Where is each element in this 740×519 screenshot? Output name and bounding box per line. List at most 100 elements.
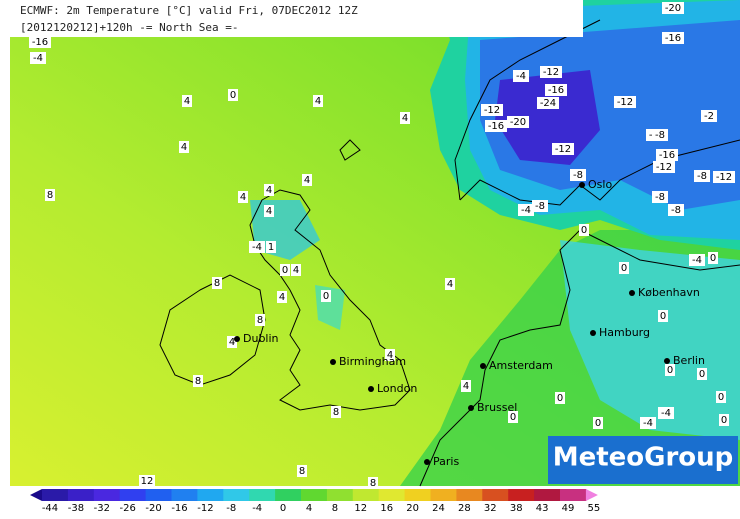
- colorbar-tick-label: 4: [306, 503, 312, 514]
- contour-label-box: [570, 169, 586, 181]
- colorbar-tick-label: 32: [484, 503, 497, 514]
- contour-label: 8: [257, 315, 263, 326]
- colorbar-tick-label: -12: [197, 503, 213, 514]
- contour-label: -24: [540, 98, 556, 109]
- contour-label: -12: [484, 105, 500, 116]
- colorbar-segment: [560, 489, 587, 501]
- contour-label: 0: [230, 90, 236, 101]
- city-dot: [368, 386, 374, 392]
- colorbar-segment: [534, 489, 561, 501]
- contour-label-box: [640, 417, 656, 429]
- contour-label: 0: [718, 392, 724, 403]
- colorbar-tick-label: 0: [280, 503, 286, 514]
- contour-label-box: [227, 336, 237, 348]
- logo-box: [548, 436, 738, 484]
- colorbar-tick-label: 49: [562, 503, 575, 514]
- contour-label-box: [212, 277, 222, 289]
- city-dot: [480, 363, 486, 369]
- contour-label-box: [508, 411, 518, 423]
- contour-label-box: [228, 89, 238, 101]
- contour-label-box: [29, 36, 51, 48]
- contour-label-box: [713, 171, 735, 183]
- contour-label: 0: [510, 412, 516, 423]
- contour-label: -8: [655, 130, 665, 141]
- contour-label: 0: [721, 415, 727, 426]
- contour-label: 4: [181, 142, 187, 153]
- contour-label: 0: [699, 369, 705, 380]
- contour-label-box: [264, 205, 274, 217]
- contour-label: -20: [510, 117, 526, 128]
- contour-label-box: [45, 189, 55, 201]
- colorbar-segment: [145, 489, 172, 501]
- contour-label: -12: [555, 144, 571, 155]
- colorbar-segment: [223, 489, 250, 501]
- city-name: Brussel: [477, 401, 517, 414]
- header-subtitle: [2012120212]+120h -= North Sea =-: [20, 21, 239, 34]
- contour-label: -16: [32, 37, 48, 48]
- city-dot: [629, 290, 635, 296]
- contour-label: -12: [543, 67, 559, 78]
- contour-label-box: [249, 241, 265, 253]
- contour-label-box: [291, 264, 301, 276]
- contour-label: 0: [710, 253, 716, 264]
- city-name: Paris: [433, 455, 459, 468]
- colorbar-tick-label: 43: [536, 503, 549, 514]
- city-name: Dublin: [243, 332, 279, 345]
- contour-label: -16: [488, 121, 504, 132]
- contour-label: 4: [266, 185, 272, 196]
- contour-label-box: [652, 129, 668, 141]
- contour-label-box: [302, 174, 312, 186]
- contour-label: -8: [655, 192, 665, 203]
- contour-label: 4: [184, 96, 190, 107]
- contour-label: 8: [214, 278, 220, 289]
- contour-label-box: [280, 264, 290, 276]
- contour-label: 0: [282, 265, 288, 276]
- contour-label: -12: [716, 172, 732, 183]
- colorbar-segment: [249, 489, 276, 501]
- colorbar-tick-label: -38: [68, 503, 84, 514]
- contour-label: 4: [240, 192, 246, 203]
- city-dot: [590, 330, 596, 336]
- contour-label-box: [266, 241, 276, 253]
- contour-label-box: [485, 120, 507, 132]
- contour-label: 0: [581, 225, 587, 236]
- contour-label: 8: [47, 190, 53, 201]
- contour-label-box: [264, 184, 274, 196]
- contour-label: 4: [315, 96, 321, 107]
- city-dot: [664, 358, 670, 364]
- contour-label-box: [716, 391, 726, 403]
- contour-label: 12: [141, 476, 154, 487]
- coastlines: [159, 19, 740, 487]
- colorbar-tick-label: -32: [94, 503, 110, 514]
- logo: MeteoGroup: [553, 443, 734, 473]
- colorbar-tick-label: 16: [380, 503, 393, 514]
- contour-label-box: [665, 364, 675, 376]
- contour-label-box: [400, 112, 410, 124]
- contour-label: -12: [617, 97, 633, 108]
- city-name: København: [638, 286, 700, 299]
- colorbar-segment: [171, 489, 198, 501]
- contour-label: 0: [595, 418, 601, 429]
- contour-label-box: [30, 52, 46, 64]
- contour-label-box: [593, 417, 603, 429]
- colorbar-segment: [508, 489, 535, 501]
- contour-label-box: [555, 392, 565, 404]
- contour-label: -4: [516, 71, 526, 82]
- city-dot: [330, 359, 336, 365]
- contour-label: 4: [387, 350, 393, 361]
- colorbar-segment: [482, 489, 509, 501]
- contour-label-box: [238, 191, 248, 203]
- contour-label-box: [139, 475, 155, 487]
- colorbar-segment: [67, 489, 95, 501]
- city-dot: [579, 182, 585, 188]
- colorbar-segment: [119, 489, 147, 501]
- contour-label-box: [255, 314, 265, 326]
- contour-label: 4: [229, 337, 235, 348]
- contour-label-box: [708, 252, 718, 264]
- contour-label-box: [321, 290, 331, 302]
- contour-label: -4: [252, 242, 262, 253]
- colorbar-tick-label: 8: [332, 503, 338, 514]
- contour-label-box: [445, 278, 455, 290]
- contour-label-box: [513, 70, 529, 82]
